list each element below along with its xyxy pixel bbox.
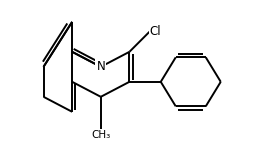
- Text: N: N: [96, 60, 105, 73]
- Text: Cl: Cl: [150, 25, 162, 38]
- Text: CH₃: CH₃: [91, 130, 111, 140]
